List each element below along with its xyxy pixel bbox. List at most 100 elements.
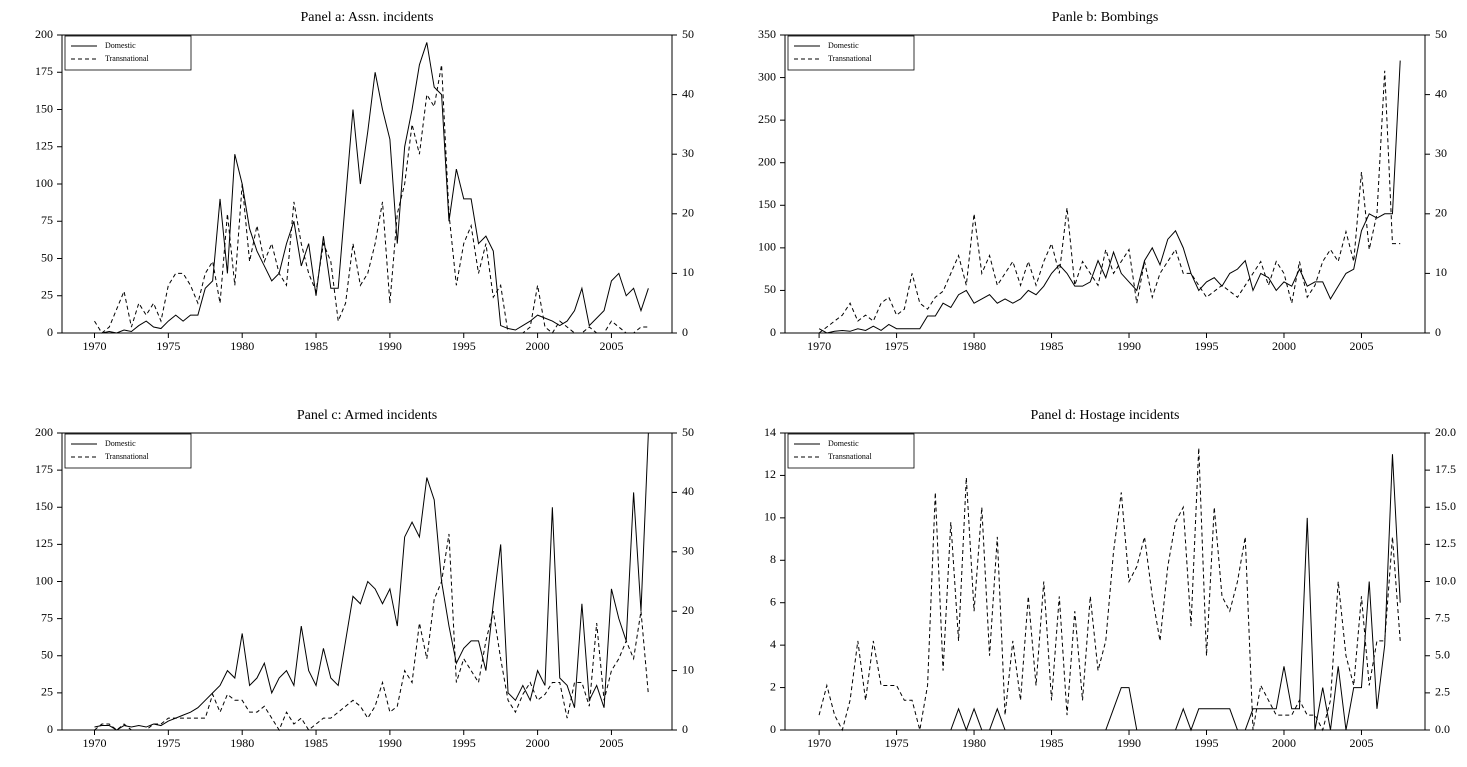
chart-title: Panel c: Armed incidents: [297, 408, 437, 423]
y2-tick-label: 2.5: [1435, 685, 1450, 699]
y-tick-label: 250: [758, 112, 776, 126]
series-line: [94, 533, 649, 732]
x-tick-label: 1985: [304, 339, 328, 353]
x-tick-label: 1980: [230, 339, 254, 353]
x-tick-label: 1995: [1195, 736, 1219, 750]
x-tick-label: 2000: [526, 339, 550, 353]
y-tick-label: 0: [47, 722, 53, 736]
y2-tick-label: 40: [1435, 86, 1447, 100]
y-tick-label: 50: [41, 648, 53, 662]
y2-tick-label: 40: [682, 86, 694, 100]
y2-tick-label: 40: [682, 484, 694, 498]
chart-title: Panel a: Assn. incidents: [301, 10, 434, 25]
y-tick-label: 175: [35, 462, 53, 476]
y-tick-label: 0: [47, 325, 53, 339]
y-tick-label: 100: [758, 240, 776, 254]
y2-tick-label: 10.0: [1435, 573, 1456, 587]
x-tick-label: 1970: [82, 339, 106, 353]
plot-frame: [61, 34, 673, 334]
y-tick-label: 150: [35, 499, 53, 513]
plot-frame: [784, 34, 1426, 334]
x-tick-label: 1995: [452, 736, 476, 750]
y-tick-label: 50: [41, 250, 53, 264]
x-tick-label: 1985: [304, 736, 328, 750]
y2-tick-label: 0.0: [1435, 722, 1450, 736]
series-line: [818, 447, 1401, 732]
x-tick-label: 2000: [1272, 339, 1296, 353]
y-tick-label: 75: [41, 610, 53, 624]
y-tick-label: 2: [770, 679, 776, 693]
x-tick-label: 1990: [1117, 339, 1141, 353]
y2-tick-label: 0: [682, 325, 688, 339]
x-tick-label: 1970: [82, 736, 106, 750]
y-tick-label: 10: [764, 510, 776, 524]
y-tick-label: 125: [35, 536, 53, 550]
y2-tick-label: 7.5: [1435, 610, 1450, 624]
y2-tick-label: 10: [1435, 265, 1447, 279]
x-tick-label: 1975: [885, 736, 909, 750]
y-tick-label: 25: [41, 288, 53, 302]
x-tick-label: 1980: [962, 736, 986, 750]
y2-tick-label: 20: [1435, 206, 1447, 220]
y2-tick-label: 30: [682, 146, 694, 160]
y2-tick-label: 10: [682, 662, 694, 676]
chart-title: Panel d: Hostage incidents: [1031, 408, 1180, 423]
x-tick-label: 1995: [452, 339, 476, 353]
y2-tick-label: 17.5: [1435, 462, 1456, 476]
y2-tick-label: 15.0: [1435, 499, 1456, 513]
y2-tick-label: 12.5: [1435, 536, 1456, 550]
x-tick-label: 2000: [1272, 736, 1296, 750]
x-tick-label: 1970: [807, 736, 831, 750]
x-tick-label: 1990: [378, 339, 402, 353]
legend-box: [64, 35, 192, 71]
series-line: [94, 42, 649, 334]
legend-label: Transnational: [828, 54, 872, 63]
y-tick-label: 300: [758, 69, 776, 83]
legend-label: Domestic: [828, 41, 859, 50]
legend-label: Domestic: [105, 439, 136, 448]
legend-label: Transnational: [828, 452, 872, 461]
y-tick-label: 0: [770, 722, 776, 736]
y2-tick-label: 50: [1435, 27, 1447, 41]
x-tick-label: 1975: [885, 339, 909, 353]
x-tick-label: 1980: [230, 736, 254, 750]
y2-tick-label: 20: [682, 603, 694, 617]
y-tick-label: 8: [770, 552, 776, 566]
y2-tick-label: 50: [682, 425, 694, 439]
legend-label: Domestic: [105, 41, 136, 50]
x-tick-label: 2000: [526, 736, 550, 750]
x-tick-label: 2005: [599, 736, 623, 750]
y-tick-label: 50: [764, 282, 776, 296]
y-tick-label: 6: [770, 594, 776, 608]
y2-tick-label: 50: [682, 27, 694, 41]
y-tick-label: 75: [41, 213, 53, 227]
series-line: [818, 70, 1401, 334]
legend-label: Transnational: [105, 54, 149, 63]
x-tick-label: 1975: [156, 339, 180, 353]
y2-tick-label: 0: [682, 722, 688, 736]
x-tick-label: 2005: [1349, 736, 1373, 750]
y-tick-label: 100: [35, 573, 53, 587]
x-tick-label: 1990: [378, 736, 402, 750]
x-tick-label: 2005: [1349, 339, 1373, 353]
y-tick-label: 200: [35, 425, 53, 439]
x-tick-label: 1970: [807, 339, 831, 353]
series-line: [819, 454, 1401, 732]
y-tick-label: 200: [758, 154, 776, 168]
y-tick-label: 12: [764, 467, 776, 481]
series-line: [818, 60, 1401, 334]
y-tick-label: 125: [35, 139, 53, 153]
plot-frame: [784, 432, 1426, 731]
x-tick-label: 1980: [962, 339, 986, 353]
y-tick-label: 4: [770, 637, 776, 651]
y2-tick-label: 20: [682, 206, 694, 220]
legend-box: [787, 35, 915, 71]
y2-tick-label: 30: [682, 544, 694, 558]
legend-box: [64, 433, 192, 469]
y2-tick-label: 5.0: [1435, 648, 1450, 662]
legend-label: Transnational: [105, 452, 149, 461]
y-tick-label: 0: [770, 325, 776, 339]
x-tick-label: 2005: [599, 339, 623, 353]
y-tick-label: 25: [41, 685, 53, 699]
